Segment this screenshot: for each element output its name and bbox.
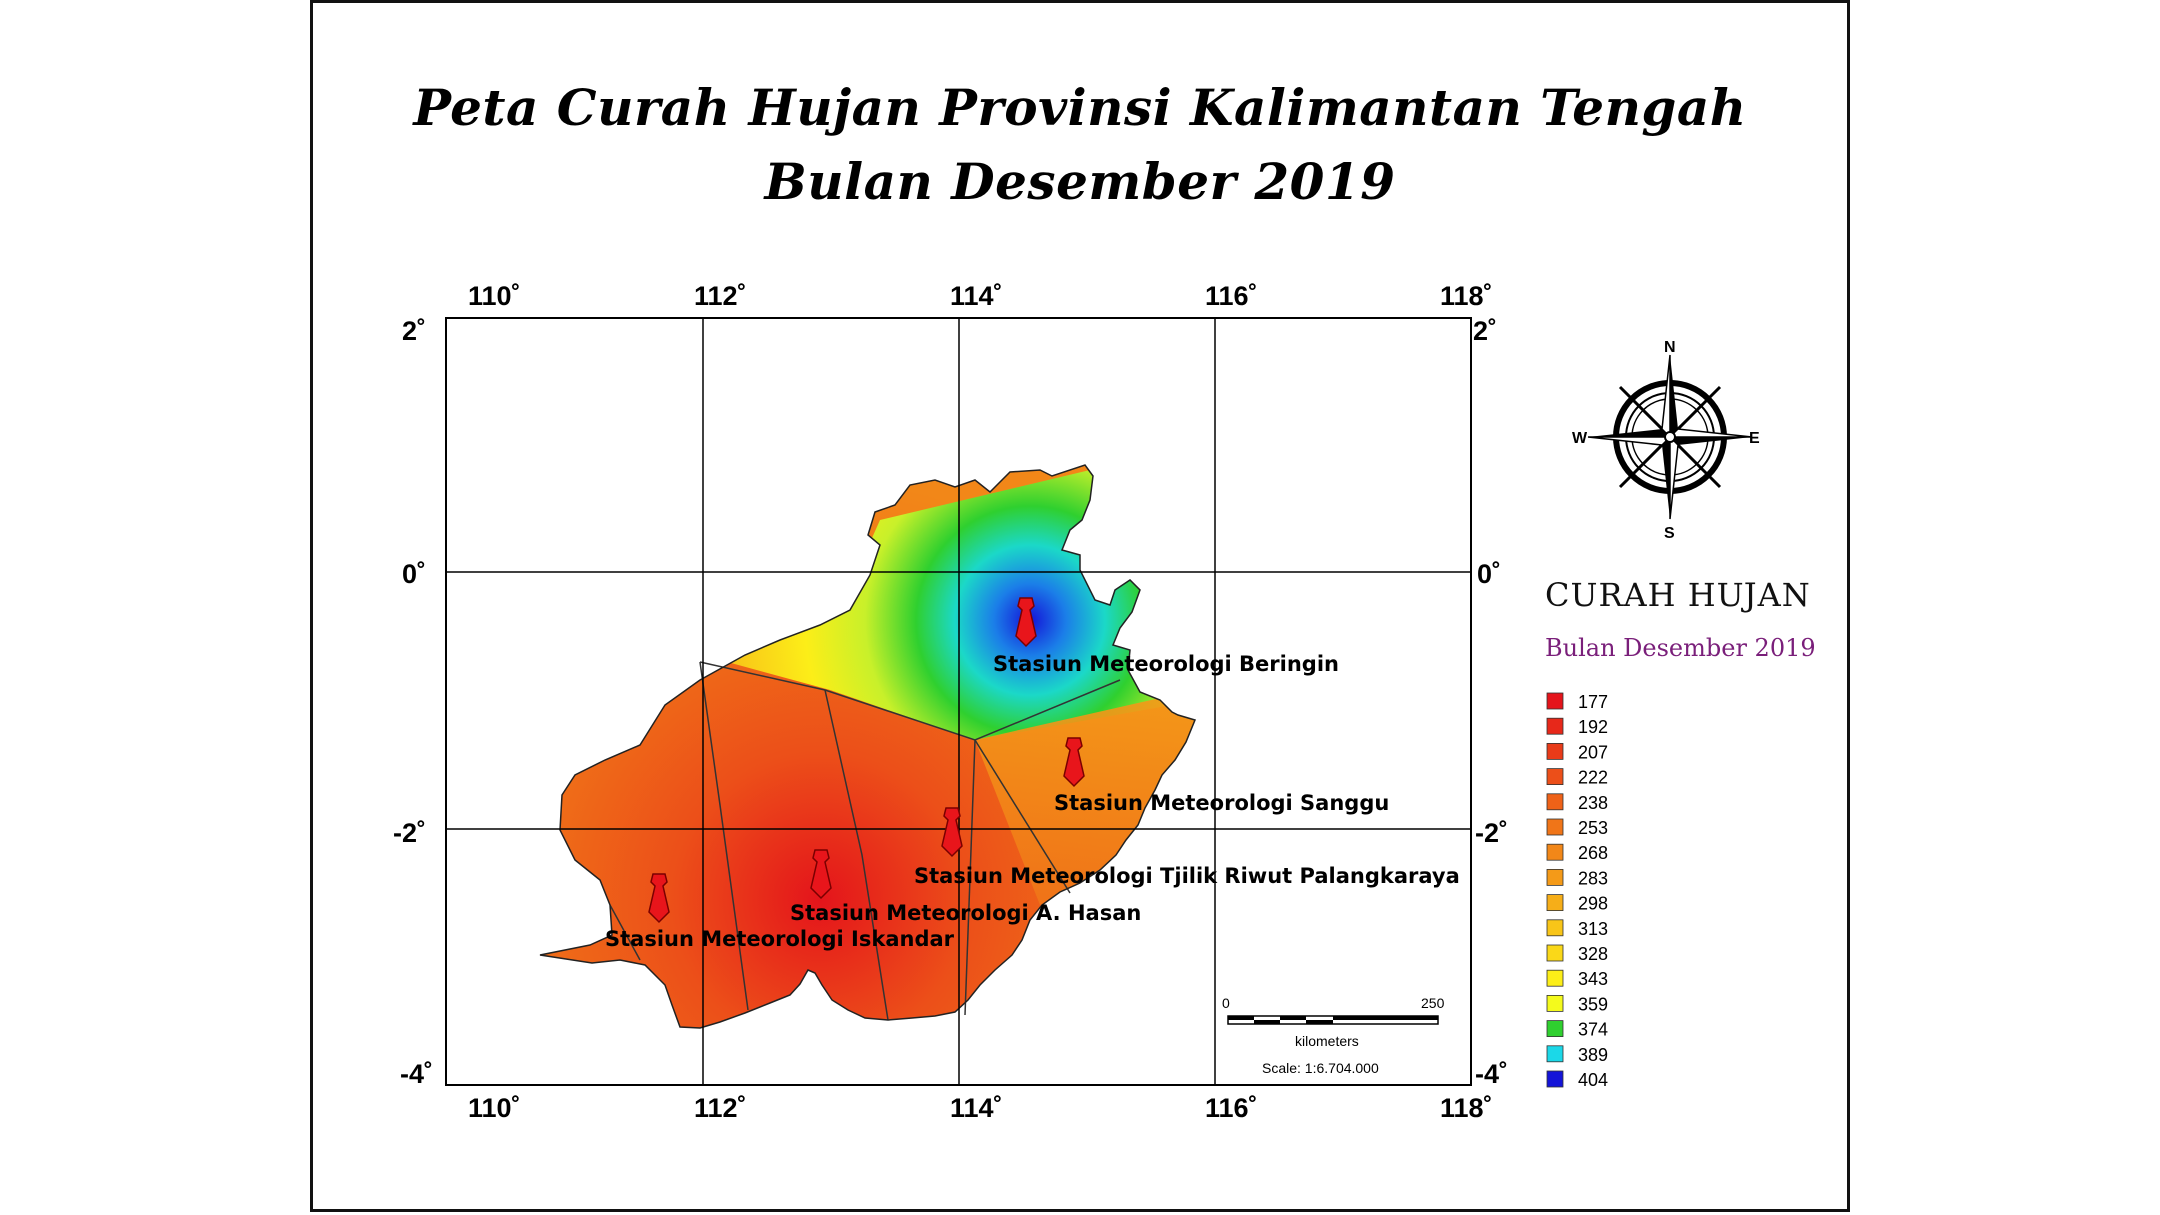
legend-value: 253 bbox=[1578, 818, 1608, 838]
legend-swatch bbox=[1546, 1070, 1564, 1088]
scale-start: 0 bbox=[1222, 995, 1230, 1011]
legend-swatch bbox=[1546, 969, 1564, 987]
map-pin-icon bbox=[810, 849, 832, 900]
legend-value: 374 bbox=[1578, 1020, 1608, 1040]
lon-tick-top-112: 112˚ bbox=[694, 281, 747, 311]
lon-tick-bottom-110: 110˚ bbox=[468, 1093, 521, 1123]
legend-swatch bbox=[1546, 768, 1564, 785]
station-beringin[interactable]: Stasiun Meteorologi Beringin bbox=[993, 597, 1339, 676]
legend-value: 238 bbox=[1578, 793, 1608, 813]
legend-swatch bbox=[1546, 919, 1564, 937]
legend-swatch bbox=[1546, 1020, 1564, 1037]
lat-tick-right-m4: -4˚ bbox=[1475, 1059, 1508, 1089]
station-sanggu[interactable]: Stasiun Meteorologi Sanggu bbox=[1054, 737, 1389, 815]
scale-ratio: Scale: 1:6.704.000 bbox=[1262, 1060, 1379, 1076]
legend-value: 268 bbox=[1578, 843, 1608, 863]
legend-value: 222 bbox=[1578, 768, 1608, 788]
lat-tick-left-0: 0˚ bbox=[402, 559, 426, 589]
station-tjilik-riwut[interactable]: Stasiun Meteorologi Tjilik Riwut Palangk… bbox=[914, 807, 1460, 888]
station-label: Stasiun Meteorologi Tjilik Riwut Palangk… bbox=[914, 864, 1460, 888]
map-pin-icon bbox=[648, 873, 670, 924]
station-label: Stasiun Meteorologi Beringin bbox=[993, 652, 1339, 676]
lat-tick-right-2: 2˚ bbox=[1473, 316, 1497, 346]
map-title-line1: Peta Curah Hujan Provinsi Kalimantan Ten… bbox=[413, 78, 1747, 137]
legend-swatch bbox=[1546, 843, 1564, 861]
legend-value: 359 bbox=[1578, 994, 1608, 1014]
legend: CURAH HUJAN Bulan Desember 2019 177 192 20… bbox=[1545, 576, 1816, 1090]
legend-value: 177 bbox=[1578, 692, 1608, 712]
compass-n: N bbox=[1664, 339, 1676, 356]
station-a-hasan[interactable]: Stasiun Meteorologi A. Hasan bbox=[790, 849, 1141, 925]
legend-swatch bbox=[1546, 818, 1564, 836]
legend-swatch bbox=[1546, 717, 1564, 735]
legend-items: 177 192 207 222 238 253 268 283 298 313 328 343 359 3… bbox=[1546, 692, 1608, 1090]
compass-rose-icon: N S E W bbox=[1572, 339, 1760, 542]
station-label: Stasiun Meteorologi A. Hasan bbox=[790, 901, 1141, 925]
legend-subtitle: Bulan Desember 2019 bbox=[1545, 634, 1816, 662]
legend-value: 313 bbox=[1578, 919, 1608, 939]
legend-value: 283 bbox=[1578, 868, 1608, 888]
compass-e: E bbox=[1749, 430, 1760, 447]
lon-tick-bottom-116: 116˚ bbox=[1205, 1093, 1258, 1123]
station-label: Stasiun Meteorologi Iskandar bbox=[605, 927, 955, 951]
lon-tick-top-116: 116˚ bbox=[1205, 281, 1258, 311]
legend-swatch bbox=[1546, 692, 1564, 710]
lat-tick-left-m2: -2˚ bbox=[393, 818, 426, 848]
legend-swatch bbox=[1546, 1045, 1564, 1063]
legend-swatch bbox=[1546, 995, 1564, 1012]
lon-tick-bottom-112: 112˚ bbox=[694, 1093, 747, 1123]
lat-tick-left-2: 2˚ bbox=[402, 316, 426, 346]
map-title-line2: Bulan Desember 2019 bbox=[764, 152, 1396, 211]
lat-tick-left-m4: -4˚ bbox=[400, 1059, 433, 1089]
compass-s: S bbox=[1664, 525, 1675, 542]
legend-swatch bbox=[1546, 743, 1564, 760]
lon-tick-top-114: 114˚ bbox=[950, 281, 1003, 311]
lon-tick-bottom-118: 118˚ bbox=[1440, 1093, 1493, 1123]
scale-unit: kilometers bbox=[1295, 1033, 1359, 1049]
legend-value: 404 bbox=[1578, 1070, 1608, 1090]
station-iskandar[interactable]: Stasiun Meteorologi Iskandar bbox=[605, 873, 955, 951]
graticule bbox=[446, 318, 1471, 1085]
map-pin-icon bbox=[1063, 737, 1085, 788]
legend-swatch bbox=[1546, 793, 1564, 811]
legend-value: 298 bbox=[1578, 894, 1608, 914]
legend-value: 192 bbox=[1578, 717, 1608, 737]
legend-swatch bbox=[1546, 944, 1564, 962]
lat-tick-right-0: 0˚ bbox=[1477, 559, 1501, 589]
legend-value: 328 bbox=[1578, 944, 1608, 964]
legend-swatch bbox=[1546, 894, 1564, 911]
legend-value: 207 bbox=[1578, 742, 1608, 762]
station-label: Stasiun Meteorologi Sanggu bbox=[1054, 791, 1389, 815]
scale-bar: 0 250 kilometers Scale: 1:6.704.000 bbox=[1222, 995, 1445, 1076]
thiessen-lines bbox=[609, 661, 1121, 1021]
legend-value: 343 bbox=[1578, 969, 1608, 989]
lat-tick-right-m2: -2˚ bbox=[1475, 818, 1508, 848]
lon-tick-top-110: 110˚ bbox=[468, 281, 521, 311]
map-pin-icon bbox=[1015, 597, 1037, 648]
lon-tick-top-118: 118˚ bbox=[1440, 281, 1493, 311]
legend-swatch bbox=[1546, 869, 1564, 886]
map-pin-icon bbox=[941, 807, 963, 858]
compass-w: W bbox=[1572, 430, 1588, 447]
legend-value: 389 bbox=[1578, 1045, 1608, 1065]
legend-title: CURAH HUJAN bbox=[1545, 576, 1811, 614]
lon-tick-bottom-114: 114˚ bbox=[950, 1093, 1003, 1123]
scale-end: 250 bbox=[1421, 995, 1445, 1011]
